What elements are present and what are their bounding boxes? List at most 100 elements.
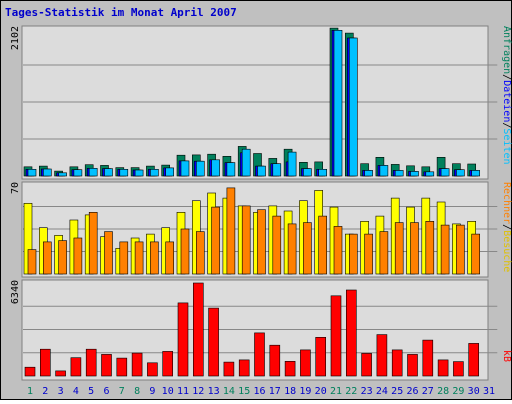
bar-rechner-day-22 <box>348 233 358 275</box>
bar-seiten-day-25 <box>394 170 404 177</box>
bar-rechner-day-5 <box>88 212 98 275</box>
bar-kb-day-16 <box>254 332 265 377</box>
day-label-9: 9 <box>149 386 155 397</box>
legend-label-pages: Seiten <box>501 128 512 164</box>
panel-requests-legend: Anfragen/Dateien/Seiten <box>501 26 512 165</box>
day-label-22: 22 <box>345 386 357 397</box>
day-label-28: 28 <box>437 386 449 397</box>
day-label-20: 20 <box>315 386 327 397</box>
panel-visits: 70 Rechner/Besuche <box>10 181 512 278</box>
bar-seiten-day-8 <box>134 169 144 177</box>
bar-rechner-day-28 <box>440 224 450 275</box>
bar-seiten-day-23 <box>364 170 373 177</box>
day-label-6: 6 <box>103 386 109 397</box>
day-label-17: 17 <box>269 386 281 397</box>
bar-kb-day-20 <box>315 336 327 377</box>
bar-seiten-day-22 <box>348 37 358 177</box>
bar-kb-day-10 <box>162 351 173 377</box>
day-label-29: 29 <box>452 386 464 397</box>
panel-kbytes-bars <box>24 282 480 377</box>
svg-text:Rechner/Besuche: Rechner/Besuche <box>501 182 512 272</box>
bar-seiten-day-29 <box>456 169 465 177</box>
bar-seiten-day-7 <box>119 169 129 177</box>
day-label-1: 1 <box>27 386 33 397</box>
bar-rechner-day-25 <box>394 222 404 275</box>
panel-visits-bars <box>23 187 481 275</box>
bar-kb-day-11 <box>177 302 189 377</box>
bar-rechner-day-17 <box>272 215 282 275</box>
bar-rechner-day-3 <box>58 240 67 275</box>
bar-kb-day-26 <box>407 354 418 377</box>
day-label-15: 15 <box>238 386 250 397</box>
bar-kb-day-5 <box>85 348 97 377</box>
day-label-4: 4 <box>73 386 79 397</box>
day-label-8: 8 <box>134 386 140 397</box>
legend-label-files: Dateien <box>501 80 512 122</box>
bar-seiten-day-26 <box>410 171 419 177</box>
day-label-2: 2 <box>42 386 48 397</box>
panel-requests-bars <box>23 27 481 177</box>
day-label-16: 16 <box>253 386 265 397</box>
bar-kb-day-25 <box>391 349 403 377</box>
bar-kb-day-27 <box>422 339 434 377</box>
legend-label-requests: Anfragen <box>501 26 512 74</box>
bar-seiten-day-1 <box>27 169 37 177</box>
bar-seiten-day-28 <box>440 168 450 177</box>
bar-kb-day-30 <box>468 343 480 377</box>
day-label-14: 14 <box>223 386 235 397</box>
chart-title: Tages-Statistik im Monat April 2007 <box>5 6 237 19</box>
day-label-5: 5 <box>88 386 94 397</box>
panel-kbytes-legend: kB <box>501 350 512 362</box>
day-label-18: 18 <box>284 386 296 397</box>
day-label-24: 24 <box>376 386 388 397</box>
bar-seiten-day-5 <box>88 168 98 177</box>
bar-kb-day-9 <box>147 362 158 377</box>
bar-seiten-day-18 <box>287 151 297 177</box>
day-label-31: 31 <box>483 386 495 397</box>
bar-seiten-day-27 <box>425 171 435 177</box>
day-label-7: 7 <box>119 386 125 397</box>
day-label-10: 10 <box>162 386 174 397</box>
bar-kb-day-24 <box>376 334 388 377</box>
bar-rechner-day-19 <box>303 222 312 275</box>
bar-rechner-day-8 <box>134 241 144 275</box>
bar-seiten-day-9 <box>150 169 159 177</box>
bar-seiten-day-2 <box>42 168 52 177</box>
panel-visits-legend: Rechner/Besuche <box>501 182 512 272</box>
bar-kb-day-22 <box>345 289 357 377</box>
svg-text:Anfragen/Dateien/Seiten: Anfragen/Dateien/Seiten <box>501 26 512 165</box>
bar-seiten-day-3 <box>58 172 67 177</box>
bar-rechner-day-12 <box>196 231 205 275</box>
bar-seiten-day-14 <box>226 162 236 177</box>
bar-kb-day-4 <box>70 357 82 377</box>
bar-rechner-day-16 <box>257 209 266 275</box>
bar-kb-day-1 <box>24 366 36 377</box>
bar-seiten-day-6 <box>104 168 113 177</box>
bar-kb-day-8 <box>131 352 143 377</box>
legend-label-hosts: Rechner <box>501 182 512 224</box>
bar-kb-day-3 <box>55 370 66 377</box>
svg-text:kB: kB <box>501 350 512 362</box>
bar-rechner-day-9 <box>150 241 159 275</box>
bar-kb-day-14 <box>223 361 235 377</box>
bar-kb-day-28 <box>437 359 449 377</box>
bar-rechner-day-2 <box>42 241 52 275</box>
bar-rechner-day-26 <box>410 222 419 275</box>
legend-sep-requests-files: / <box>501 74 512 80</box>
day-label-30: 30 <box>468 386 480 397</box>
day-label-11: 11 <box>177 386 189 397</box>
bar-kb-day-2 <box>39 348 51 377</box>
day-label-21: 21 <box>330 386 342 397</box>
bar-kb-day-18 <box>284 360 296 377</box>
bar-seiten-day-17 <box>272 163 282 177</box>
bar-kb-day-21 <box>330 295 342 377</box>
legend-label-kbytes: kB <box>501 350 512 362</box>
panel-kbytes: 6340 kB <box>10 279 512 381</box>
panel-visits-max-label: 70 <box>10 182 21 194</box>
bar-kb-day-15 <box>238 359 250 377</box>
bar-seiten-day-10 <box>165 167 174 177</box>
bar-rechner-day-6 <box>104 231 113 275</box>
bar-rechner-day-4 <box>73 237 83 275</box>
bar-seiten-day-11 <box>180 160 190 177</box>
